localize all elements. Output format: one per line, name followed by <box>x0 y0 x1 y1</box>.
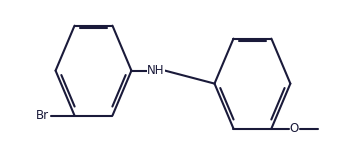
Text: NH: NH <box>147 64 165 77</box>
Text: O: O <box>289 122 298 135</box>
Text: Br: Br <box>36 109 49 122</box>
